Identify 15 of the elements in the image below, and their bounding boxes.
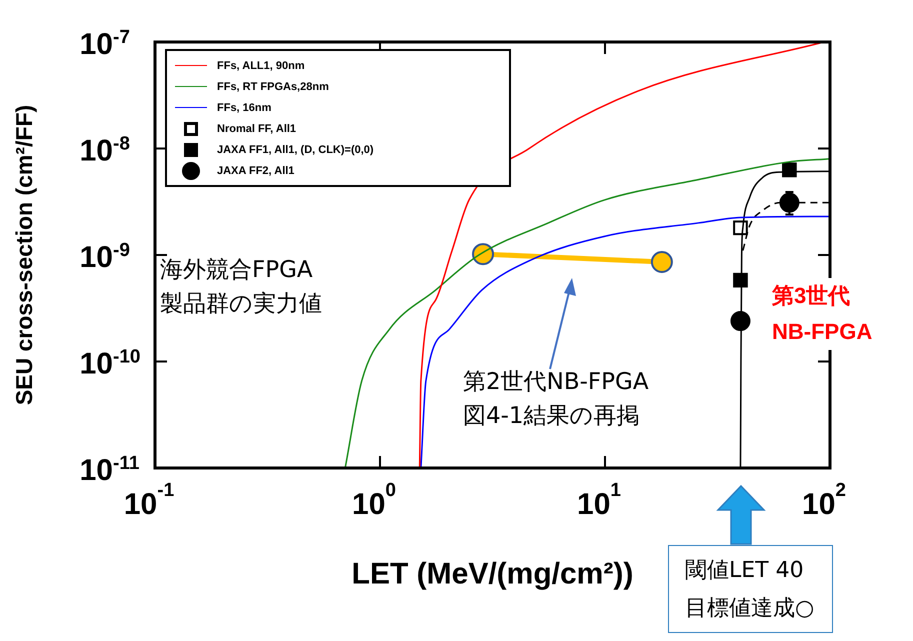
annotation: 第2世代NB-FPGA 図4-1結果の再掲 [463,368,649,431]
legend-label: FFs, RT FPGAs,28nm [217,80,329,92]
legend-label: FFs, 16nm [217,102,272,114]
annotation: 第3世代 NB-FPGA [772,278,872,350]
text: 閾値LET 40 目標値達成○ [668,545,834,633]
point [730,311,750,332]
y-axis-title: SEU cross-section (cm²/FF) [11,104,38,406]
legend-label: JAXA FF1, All1, (D, CLK)=(0,0) [217,144,374,156]
legend-label: FFs, ALL1, 90nm [217,60,305,72]
x-axis-title: LET (MeV/(mg/cm²)) [352,557,634,590]
point [782,162,797,178]
point [733,272,748,288]
annotation: 海外競合FPGA 製品群の実力値 [160,256,322,319]
legend-label: JAXA FF2, All1 [217,164,294,176]
legend-label: Nromal FF, All1 [217,122,296,134]
